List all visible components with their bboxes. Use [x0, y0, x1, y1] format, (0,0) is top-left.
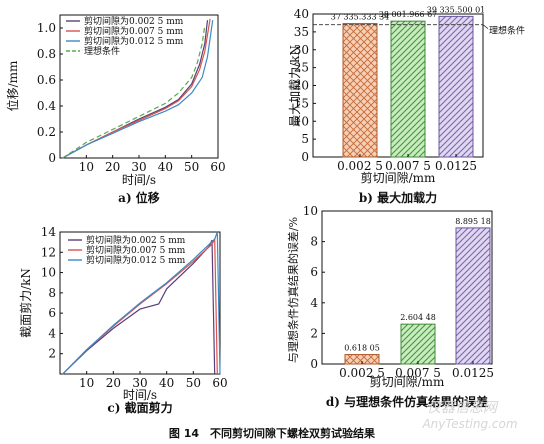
y-tick-label: 15 [294, 96, 309, 110]
legend-label-3: 剪切间隙为0.012 5 mm [84, 35, 184, 47]
x-tick-label: 20 [106, 376, 121, 390]
panel-c-caption: c) 截面剪力 [107, 400, 172, 415]
bar-value-label-1: 0.618 05 [344, 344, 380, 353]
panel-b-ylabel: 最大加载力/kN [288, 45, 302, 127]
watermark-line2: AnyTesting.com [421, 417, 517, 431]
panel-d-ylabel: 与理想条件仿真结果的误差/% [286, 217, 300, 363]
panel-a-caption: a) 位移 [118, 190, 160, 205]
x-tick-label: 10 [79, 160, 94, 174]
y-tick-label: 6 [310, 265, 318, 279]
series-line-3 [62, 20, 214, 159]
panel-b-plot: 0 5 10 15 20 25 30 35 40 37 335.333 34 0.002 5 38 0… [294, 5, 525, 173]
x-tick-label: 40 [159, 376, 174, 390]
x-tick-label: 60 [210, 160, 225, 174]
x-tick-label: 30 [131, 160, 146, 174]
reference-leader [482, 24, 489, 30]
bar-value-label-2: 2.604 48 [400, 313, 436, 322]
watermark-line1: 仪器信息网 [427, 400, 499, 416]
y-tick-label: 6 [48, 306, 56, 320]
y-tick-label: 8 [310, 235, 318, 249]
legend-label-2: 剪切间隙为0.007 5 mm [86, 244, 186, 256]
y-tick-label: 4 [310, 296, 318, 310]
series-line-3 [62, 231, 221, 375]
bar-3 [438, 15, 474, 158]
y-tick-label: 25 [294, 61, 309, 75]
x-tick-label: 0.007 5 [385, 159, 431, 173]
y-tick-label: 0.6 [37, 73, 56, 87]
bar-3 [455, 227, 491, 365]
panel-a-xlabel: 时间/s [122, 173, 156, 187]
y-tick-label: 8 [48, 286, 56, 300]
y-tick-label: 2 [310, 326, 318, 340]
panel-b-caption: b) 最大加载力 [359, 190, 437, 205]
y-tick-label: 20 [294, 79, 309, 93]
bar-2 [400, 323, 436, 365]
panel-b-max-load: 0 5 10 15 20 25 30 35 40 37 335.333 34 0.002 5 38 0… [288, 5, 525, 205]
panel-a-ylabel: 位移/mm [5, 60, 20, 111]
legend-label-1: 剪切间隙为0.002 5 mm [86, 234, 186, 246]
y-tick-label: 12 [41, 245, 56, 259]
bar-1 [342, 23, 378, 158]
y-tick-label: 0.2 [37, 125, 56, 139]
x-tick-label: 50 [184, 160, 199, 174]
panel-d-plot: 0 2 4 6 8 10 0.618 05 0.002 5 2.604 48 0.007 5 8.8… [303, 204, 494, 380]
y-tick-label: 30 [294, 43, 309, 57]
y-tick-label: 35 [294, 25, 309, 39]
x-tick-label: 0.007 5 [395, 366, 441, 380]
y-tick-label: 0 [48, 151, 56, 165]
x-tick-label: 30 [132, 376, 147, 390]
panel-d-xlabel: 剪切间隙/mm [370, 374, 445, 389]
y-tick-label: 0 [310, 357, 318, 371]
y-tick-label: 10 [41, 266, 56, 280]
y-tick-label: 1.0 [37, 21, 56, 35]
x-tick-label: 0.002 5 [339, 366, 385, 380]
panel-b-xlabel: 剪切间隙/mm [361, 170, 436, 185]
y-tick-label: 2 [48, 347, 56, 361]
panel-d-error: 0 2 4 6 8 10 0.618 05 0.002 5 2.604 48 0.007 5 8.8… [286, 204, 494, 409]
y-tick-label: 10 [294, 114, 309, 128]
x-tick-label: 0.0125 [435, 159, 477, 173]
panel-a-plot: 10 20 30 40 50 60 0 0.2 0.4 0.6 0.8 1.0 剪切间隙为0.002 5… [37, 15, 226, 174]
x-tick-label: 0.0125 [452, 366, 494, 380]
figure-caption: 图 14 不同剪切间隙下螺栓双剪试验结果 [169, 426, 375, 440]
y-tick-label: 40 [294, 7, 309, 21]
bar-2 [390, 20, 426, 158]
x-tick-label: 20 [105, 160, 120, 174]
legend-label-4: 理想条件 [84, 45, 120, 57]
x-tick-label: 10 [79, 376, 94, 390]
y-tick-label: 14 [41, 225, 57, 239]
reference-label: 理想条件 [489, 25, 525, 37]
x-tick-label: 0.002 5 [337, 159, 383, 173]
legend-label-3: 剪切间隙为0.012 5 mm [86, 254, 186, 266]
y-tick-label: 0 [301, 150, 309, 164]
panel-d-caption: d) 与理想条件仿真结果的误差 [326, 394, 488, 409]
bar-value-label-1: 37 335.333 34 [331, 13, 390, 22]
bar-value-label-2: 38 001.966 67 [379, 10, 438, 19]
legend-label-1: 剪切间隙为0.002 5 mm [84, 15, 184, 27]
y-tick-label: 0.8 [37, 47, 56, 61]
y-tick-label: 0.4 [37, 99, 56, 113]
series-line-4 [62, 25, 206, 159]
x-tick-label: 50 [186, 376, 201, 390]
legend-label-2: 剪切间隙为0.007 5 mm [84, 25, 184, 37]
y-tick-label: 5 [301, 132, 309, 146]
x-tick-label: 60 [212, 376, 227, 390]
bar-value-label-3: 39 335.500 01 [427, 5, 486, 14]
panel-c-xlabel: 时间/s [123, 388, 157, 402]
bar-value-label-3: 8.895 18 [455, 217, 491, 226]
y-tick-label: 10 [303, 204, 318, 218]
y-tick-label: 4 [48, 326, 56, 340]
panel-a-displacement: 10 20 30 40 50 60 0 0.2 0.4 0.6 0.8 1.0 剪切间隙为0.002 5… [5, 14, 226, 205]
x-tick-label: 40 [158, 160, 173, 174]
panel-c-ylabel: 截面剪力/kN [18, 268, 33, 338]
